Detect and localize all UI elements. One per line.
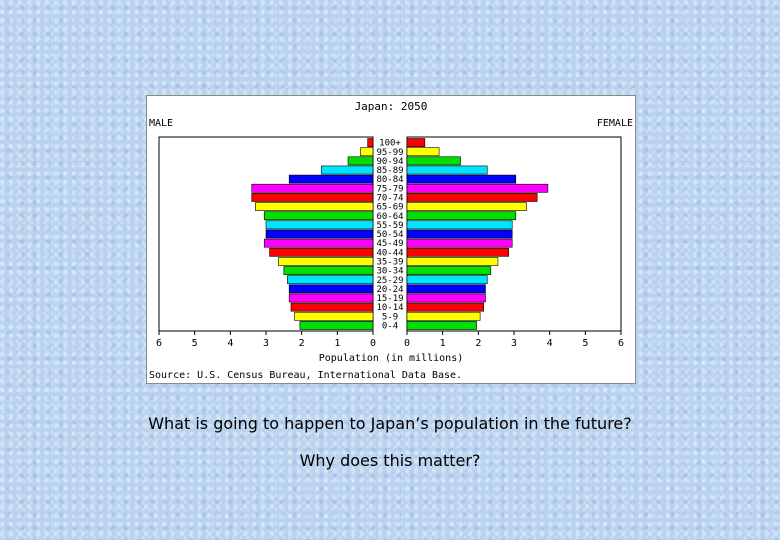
age-label: 50-54	[376, 230, 403, 240]
x-tick-label: 2	[475, 338, 481, 349]
x-axis-label: Population (in millions)	[319, 353, 464, 364]
x-tick-label: 6	[156, 338, 162, 349]
age-labels-group: 100+95-9990-9485-8980-8475-7970-7465-696…	[376, 139, 403, 332]
female-label: FEMALE	[597, 118, 633, 129]
male-bar-20-24	[288, 284, 374, 294]
male-bar-5-9	[294, 311, 374, 321]
age-label: 95-99	[376, 148, 403, 158]
x-tick-label: 3	[511, 338, 517, 349]
female-bar-85-89	[406, 165, 488, 175]
male-bar-65-69	[255, 202, 374, 211]
source-note: Source: U.S. Census Bureau, Internationa…	[149, 370, 462, 381]
age-label: 0-4	[382, 322, 398, 332]
age-label: 60-64	[376, 212, 403, 222]
pyramid-svg: Japan: 2050 MALE FEMALE 100+95-9990-9485…	[149, 100, 633, 381]
female-bar-55-59	[406, 220, 513, 230]
age-label: 45-49	[376, 239, 403, 249]
age-label: 40-44	[376, 248, 403, 258]
female-bar-40-44	[406, 247, 509, 257]
age-label: 75-79	[376, 184, 403, 194]
age-label: 25-29	[376, 276, 403, 286]
female-bar-0-4	[406, 321, 477, 330]
female-bar-95-99	[406, 147, 440, 157]
male-bar-60-64	[263, 211, 374, 221]
age-label: 80-84	[376, 175, 403, 185]
female-bar-60-64	[406, 211, 517, 221]
male-bar-15-19	[288, 293, 374, 303]
male-bar-100+	[367, 138, 374, 147]
male-bar-90-94	[347, 156, 374, 166]
age-label: 70-74	[376, 194, 403, 204]
female-bar-90-94	[406, 156, 461, 166]
age-label: 30-34	[376, 267, 403, 277]
x-tick-label: 4	[227, 338, 233, 349]
age-label: 65-69	[376, 203, 403, 213]
male-bar-40-44	[269, 247, 374, 257]
female-bar-100+	[406, 138, 426, 147]
male-bar-75-79	[251, 183, 374, 193]
question-future: What is going to happen to Japan’s popul…	[148, 414, 632, 433]
x-tick-label: 0	[404, 338, 410, 349]
age-label: 10-14	[376, 303, 403, 313]
chart-title: Japan: 2050	[355, 100, 428, 113]
question-matter: Why does this matter?	[299, 451, 481, 470]
female-bar-15-19	[406, 293, 486, 303]
female-bar-25-29	[406, 275, 488, 285]
x-tick-label: 3	[263, 338, 269, 349]
male-bar-85-89	[320, 165, 374, 175]
male-bar-95-99	[360, 147, 374, 157]
male-label: MALE	[149, 118, 173, 129]
x-tick-label: 5	[582, 338, 588, 349]
age-label: 90-94	[376, 157, 403, 167]
male-bar-55-59	[265, 220, 374, 230]
male-bar-25-29	[287, 275, 374, 285]
bars-group	[251, 138, 549, 330]
female-bar-75-79	[406, 183, 549, 193]
male-bar-50-54	[265, 229, 374, 239]
age-label: 35-39	[376, 258, 403, 268]
x-tick-label: 4	[547, 338, 553, 349]
male-bar-80-84	[288, 174, 374, 184]
female-bar-45-49	[406, 238, 513, 248]
age-label: 15-19	[376, 294, 403, 304]
male-bar-30-34	[283, 266, 374, 275]
male-bar-10-14	[290, 302, 374, 312]
age-label: 85-89	[376, 166, 403, 176]
x-ticks-group: 0 0 1 1 2 2 3 3 4 4 5 5 6 6	[156, 331, 624, 349]
female-bar-80-84	[406, 174, 517, 184]
x-tick-label: 1	[334, 338, 340, 349]
female-bar-65-69	[406, 202, 527, 211]
x-tick-label: 0	[370, 338, 376, 349]
x-tick-label: 1	[440, 338, 446, 349]
female-bar-10-14	[406, 302, 484, 312]
population-pyramid-chart: Japan: 2050 MALE FEMALE 100+ 95-99 90-94 85…	[146, 95, 636, 384]
age-label: 100+	[379, 139, 401, 149]
male-bar-70-74	[251, 193, 374, 202]
female-bar-5-9	[406, 311, 481, 321]
x-tick-label: 2	[299, 338, 305, 349]
female-bar-70-74	[406, 193, 538, 202]
male-bar-35-39	[278, 257, 374, 266]
female-bar-50-54	[406, 229, 513, 239]
male-bar-45-49	[263, 238, 374, 248]
x-tick-label: 5	[192, 338, 198, 349]
age-label: 5-9	[382, 312, 398, 322]
female-bar-30-34	[406, 266, 492, 275]
x-tick-label: 6	[618, 338, 624, 349]
female-bar-35-39	[406, 257, 499, 266]
age-label: 55-59	[376, 221, 403, 231]
male-bar-0-4	[299, 321, 374, 330]
age-label: 20-24	[376, 285, 403, 295]
female-bar-20-24	[406, 284, 486, 294]
